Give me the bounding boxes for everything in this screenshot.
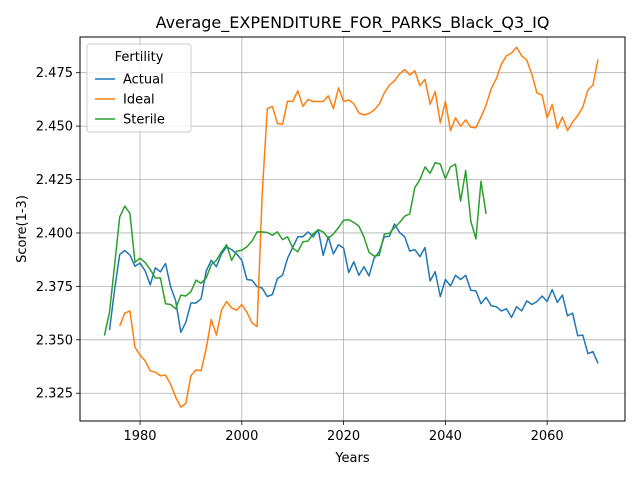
y-axis-ticks: 2.325 2.350 2.375 2.400 2.425 2.450 2.475 [36,66,80,402]
y-tick-label: 2.475 [36,66,73,81]
chart-title: Average_EXPENDITURE_FOR_PARKS_Black_Q3_I… [156,13,550,33]
y-axis-label: Score(1-3) [15,195,30,263]
legend-title: Fertility [115,50,164,65]
series-line-sterile [103,161,487,336]
legend: Fertility Actual Ideal Sterile [86,43,192,133]
legend-label: Sterile [123,113,165,128]
series-line-actual [108,223,599,364]
y-tick-label: 2.325 [36,387,73,402]
x-tick-label: 1980 [123,429,156,444]
x-tick-label: 2040 [429,429,462,444]
legend-label: Actual [123,73,164,88]
y-tick-label: 2.375 [36,280,73,295]
y-tick-label: 2.450 [36,120,73,135]
y-tick-label: 2.400 [36,226,73,241]
x-tick-label: 2000 [225,429,258,444]
plot-frame [79,36,626,422]
y-tick-label: 2.350 [36,333,73,348]
x-axis-label: Years [334,451,370,466]
x-tick-label: 2020 [327,429,360,444]
legend-entries: Actual Ideal Sterile [95,73,165,128]
legend-box [86,43,192,133]
series-line-ideal [119,46,599,408]
series-lines [103,46,599,408]
x-tick-label: 2060 [531,429,564,444]
x-axis-ticks: 1980 2000 2020 2040 2060 [123,421,564,444]
y-tick-label: 2.425 [36,173,73,188]
legend-label: Ideal [123,93,155,108]
